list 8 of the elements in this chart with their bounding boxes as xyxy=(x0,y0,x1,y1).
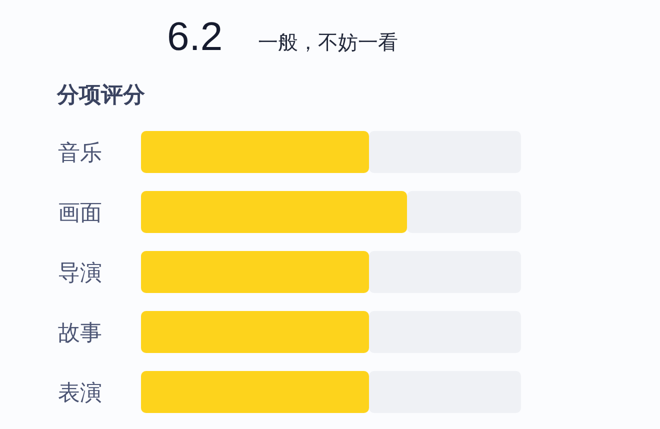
y-tick-label: 故事 xyxy=(58,321,102,346)
y-tick-label: 音乐 xyxy=(58,141,102,166)
chart-title: 分项评分 xyxy=(56,83,146,108)
y-tick-label: 导演 xyxy=(58,261,102,286)
text: 一般，不妨一看 xyxy=(258,30,398,54)
y-tick-label: 表演 xyxy=(58,381,102,406)
y-tick-label: 画面 xyxy=(58,201,102,226)
text: 6.2 xyxy=(167,15,223,59)
